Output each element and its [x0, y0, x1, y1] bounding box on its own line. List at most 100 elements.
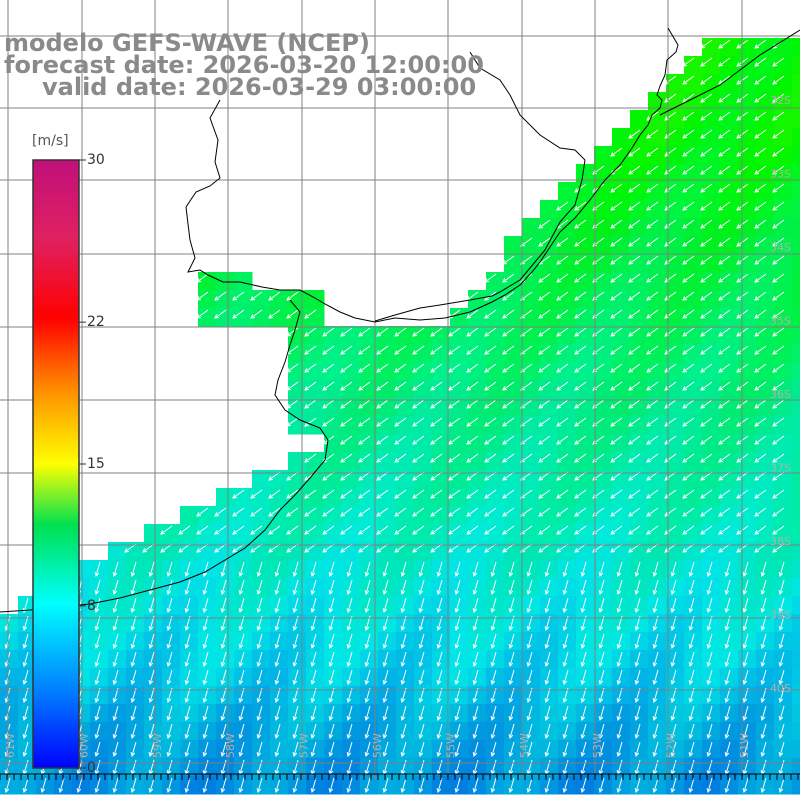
wind-arrow	[646, 291, 659, 301]
wind-arrow	[394, 363, 407, 373]
wind-arrow	[706, 561, 713, 578]
wind-arrow	[502, 417, 515, 427]
wind-arrow	[778, 777, 785, 794]
wind-arrow	[250, 525, 263, 535]
wind-arrow	[778, 651, 785, 668]
wind-arrow	[292, 579, 299, 596]
wind-arrow	[484, 525, 497, 535]
wind-arrow	[286, 309, 299, 319]
wind-arrow	[256, 705, 263, 722]
wind-arrow	[196, 273, 209, 283]
wind-arrow	[754, 75, 767, 85]
wind-arrow	[430, 435, 443, 445]
wind-arrow	[220, 723, 227, 740]
wind-arrow	[700, 165, 713, 175]
wind-arrow	[448, 489, 461, 499]
colorbar-tick-label: 22	[87, 314, 105, 331]
wind-arrow	[628, 147, 641, 157]
wind-arrow	[310, 579, 317, 596]
wind-arrow	[580, 669, 587, 686]
wind-arrow	[718, 417, 731, 427]
wind-arrow	[580, 597, 587, 614]
wind-arrow	[448, 507, 461, 517]
wind-arrow	[238, 651, 245, 668]
wind-arrow	[742, 741, 749, 758]
wind-arrow	[682, 219, 695, 229]
wind-arrow	[574, 291, 587, 301]
wind-arrow	[238, 597, 245, 614]
wind-arrow	[598, 561, 605, 578]
wind-arrow	[322, 399, 335, 409]
wind-arrow	[490, 651, 497, 668]
wind-arrow	[700, 435, 713, 445]
wind-arrow	[628, 219, 641, 229]
wind-arrow	[700, 507, 713, 517]
wind-arrow	[652, 651, 659, 668]
wind-arrow	[598, 651, 605, 668]
wind-arrow	[94, 579, 101, 596]
wind-arrow	[508, 597, 515, 614]
wind-arrow	[466, 381, 479, 391]
wind-arrow	[772, 399, 785, 409]
wind-arrow	[682, 273, 695, 283]
wind-arrow	[358, 525, 371, 535]
wind-arrow	[448, 435, 461, 445]
wind-arrow	[706, 597, 713, 614]
wind-arrow	[472, 723, 479, 740]
wind-arrow	[544, 597, 551, 614]
wind-arrow	[646, 219, 659, 229]
wind-arrow	[358, 453, 371, 463]
wind-arrow	[718, 327, 731, 337]
wind-arrow	[742, 561, 749, 578]
wind-arrow	[484, 327, 497, 337]
wind-arrow	[94, 561, 101, 578]
wind-arrow	[466, 345, 479, 355]
coastline-north	[185, 27, 679, 323]
wind-arrow	[184, 651, 191, 668]
wind-arrow	[382, 669, 389, 686]
wind-arrow	[778, 669, 785, 686]
wind-arrow	[646, 183, 659, 193]
wind-arrow	[346, 651, 353, 668]
wind-arrow	[358, 345, 371, 355]
wind-arrow	[436, 705, 443, 722]
wind-arrow	[628, 435, 641, 445]
wind-arrow	[112, 651, 119, 668]
wind-arrow	[466, 309, 479, 319]
wind-arrow	[394, 327, 407, 337]
wind-arrow	[682, 507, 695, 517]
wind-arrow	[328, 579, 335, 596]
wind-arrow	[646, 165, 659, 175]
wind-arrow	[238, 741, 245, 758]
wind-arrow	[412, 489, 425, 499]
wind-arrow	[724, 777, 731, 794]
wind-arrow	[94, 651, 101, 668]
wind-arrow	[418, 579, 425, 596]
forecast-date: forecast date: 2026-03-20 12:00:00	[4, 51, 484, 79]
wind-arrow	[742, 579, 749, 596]
longitude-label: 54W	[518, 733, 531, 758]
wind-arrow	[94, 633, 101, 650]
wind-arrow	[646, 489, 659, 499]
wind-arrow	[634, 633, 641, 650]
wind-arrow	[700, 525, 713, 535]
wind-arrow	[670, 633, 677, 650]
wind-arrow	[454, 741, 461, 758]
wind-arrow	[562, 597, 569, 614]
wind-arrow	[340, 525, 353, 535]
wind-arrow	[742, 669, 749, 686]
wind-arrow	[778, 633, 785, 650]
wind-arrow	[490, 633, 497, 650]
wind-arrow	[718, 165, 731, 175]
wind-arrow	[718, 525, 731, 535]
wind-arrow	[700, 327, 713, 337]
wind-arrow	[556, 363, 569, 373]
wind-arrow	[130, 723, 137, 740]
wind-arrow	[394, 435, 407, 445]
wind-arrow	[358, 507, 371, 517]
wind-arrow	[484, 399, 497, 409]
wind-arrow	[556, 507, 569, 517]
wind-arrow	[112, 723, 119, 740]
wind-arrow	[274, 579, 281, 596]
wind-arrow	[436, 579, 443, 596]
